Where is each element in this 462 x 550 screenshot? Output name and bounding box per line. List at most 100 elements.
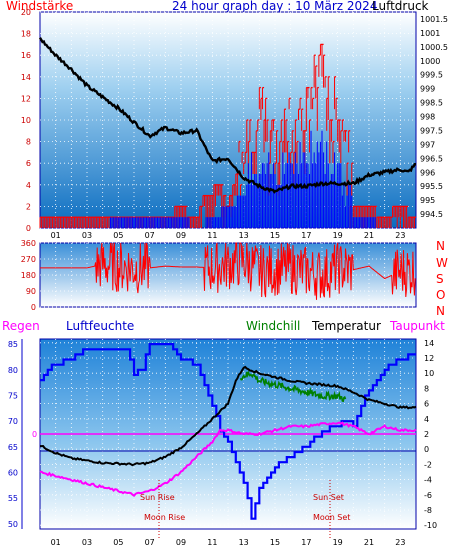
hour-tick-label: 03 [82,231,92,240]
temperature-tick-label: 10 [424,369,434,378]
hour-tick-label: 11 [207,538,217,547]
hour-tick-label: 23 [395,538,405,547]
hour-tick-label: 11 [207,231,217,240]
pressure-tick-label: 1001.5 [420,15,448,24]
temperature-tick-label: 2 [424,430,429,439]
windchill-label: Windchill [246,319,300,333]
sun-rise-marker: Sun Rise Moon Rise [140,480,185,538]
pressure-tick-label: 998.5 [420,99,443,108]
temperature-tick-label: -4 [424,476,432,485]
temperature-tick-label: -2 [424,460,432,469]
hour-tick-label: 23 [395,231,405,240]
pressure-tick-label: 1000 [420,57,440,66]
temperature-label: Temperatur [311,319,381,333]
rain-label: Regen [2,319,40,333]
hour-tick-label: 21 [364,538,374,547]
temperature-tick-label: 12 [424,354,434,363]
pressure-tick-label: 1001 [420,29,440,38]
pressure-tick-label: 999.5 [420,71,443,80]
humidity-tick-label: 50 [8,520,18,529]
sun-set-marker: Sun Set Moon Set [313,480,350,538]
temperature-tick-label: 0 [424,445,429,454]
pressure-ticks: 994.5 995 995.5 996 996.5 997 997.5 998 998.5 999… [420,15,448,219]
windchill-line [239,370,347,403]
direction-tick-label: 90 [26,287,36,296]
compass-label-n-bottom: N [436,304,445,318]
wind-speed-axis-label: Windstärke [6,0,73,13]
temperature-tick-label: 4 [424,415,429,424]
compass-label-o: O [436,288,445,302]
wind-tick-label: 18 [21,30,31,39]
pressure-tick-label: 1000.5 [420,43,448,52]
pressure-line [38,37,416,194]
hour-tick-label: 17 [301,538,311,547]
direction-tick-label: 270 [21,255,36,264]
hour-tick-label: 01 [51,231,61,240]
hour-tick-label: 01 [51,538,61,547]
direction-tick-label: 180 [21,271,36,280]
humidity-tick-label: 60 [8,469,18,478]
dewpoint-line [39,421,417,498]
hour-ticks-bottom: 01 03 05 07 09 11 13 15 17 19 21 23 [51,538,406,547]
temperature-tick-label: -10 [424,521,437,530]
hour-tick-label: 15 [270,538,280,547]
temperature-ticks: -10 -8 -6 -4 -2 0 2 4 6 8 10 12 14 [424,339,437,530]
humidity-label: Luftfeuchte [66,319,134,333]
moon-set-label: Moon Set [313,513,350,522]
wind-tick-label: 20 [21,8,31,17]
chart-title: 24 hour graph day : 10 März 2024 [172,0,377,13]
temperature-tick-label: 6 [424,400,429,409]
hour-tick-label: 05 [113,538,123,547]
wind-tick-label: 4 [26,181,31,190]
wind-direction-ticks: 0 90 180 270 360 [21,239,36,312]
compass-label-n-top: N [436,239,445,253]
pressure-tick-label: 996 [420,168,435,177]
compass-label-s: S [436,272,444,286]
hour-ticks-top: 01 03 05 07 09 11 13 15 17 19 21 23 [51,231,406,240]
compass-label-w: W [436,256,448,270]
sun-rise-label: Sun Rise [140,493,175,502]
wind-tick-label: 12 [21,94,31,103]
hour-tick-label: 07 [145,231,155,240]
hour-tick-label: 13 [239,231,249,240]
pressure-tick-label: 997 [420,140,435,149]
humidity-tick-label: 70 [8,417,18,426]
humidity-tick-label: 65 [8,443,18,452]
humidity-tick-label: 85 [8,340,18,349]
direction-tick-label: 360 [21,239,36,248]
hour-tick-label: 09 [176,231,186,240]
hour-tick-label: 17 [301,231,311,240]
hour-tick-label: 09 [176,538,186,547]
hour-tick-label: 15 [270,231,280,240]
temperature-tick-label: 8 [424,384,429,393]
wind-tick-label: 2 [26,202,31,211]
wind-tick-label: 14 [21,73,31,82]
hour-tick-label: 19 [333,538,343,547]
temperature-line [40,365,417,467]
direction-tick-label: 0 [31,303,36,312]
hour-tick-label: 05 [113,231,123,240]
humidity-line [40,343,416,520]
pressure-tick-label: 998 [420,113,435,122]
wind-speed-ticks: 0 2 4 6 8 10 12 14 16 18 20 [21,8,31,233]
humidity-tick-label: 55 [8,494,18,503]
hour-tick-label: 03 [82,538,92,547]
wind-tick-label: 16 [21,51,31,60]
rain-zero-label: 0 [32,430,37,439]
wind-tick-label: 0 [26,224,31,233]
temperature-tick-label: -8 [424,506,432,515]
wind-direction-line [40,242,416,300]
pressure-tick-label: 995.5 [420,182,443,191]
pressure-tick-label: 996.5 [420,154,443,163]
pressure-tick-label: 994.5 [420,210,443,219]
pressure-axis-label: Luftdruck [372,0,429,13]
hour-tick-label: 21 [364,231,374,240]
dewpoint-label: Taupunkt [389,319,445,333]
pressure-tick-label: 995 [420,196,435,205]
temperature-tick-label: -6 [424,491,432,500]
wind-bars [39,43,417,228]
pressure-tick-label: 997.5 [420,126,443,135]
hour-tick-label: 07 [145,538,155,547]
